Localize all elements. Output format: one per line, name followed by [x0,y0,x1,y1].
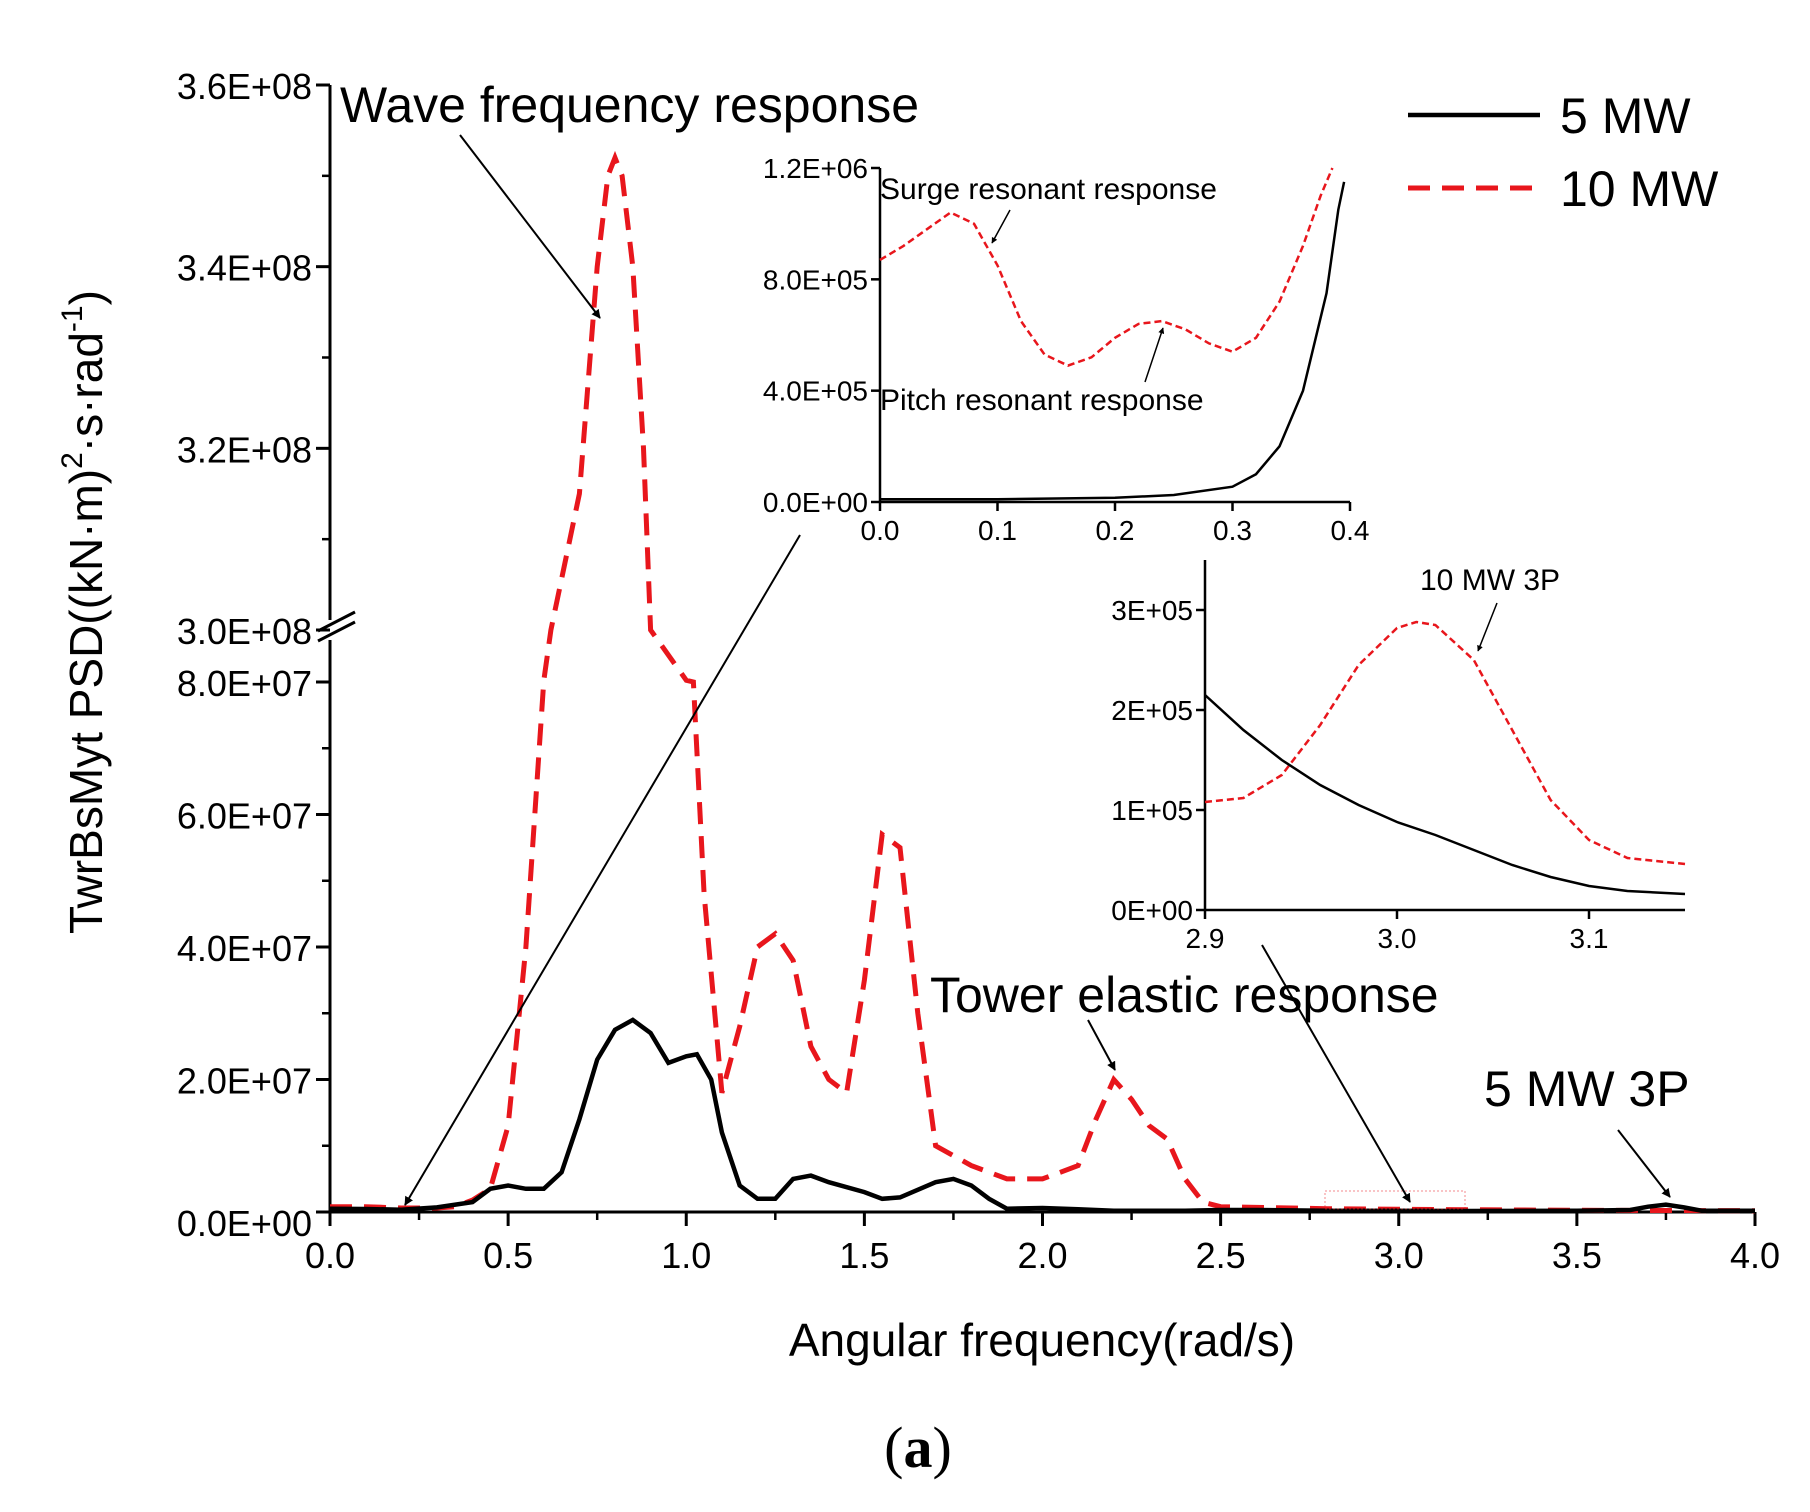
inset2-y-tick-label: 1E+05 [1111,795,1193,826]
main-y-tick-label: 6.0E+07 [177,796,312,837]
arrow-wave-frequency [459,134,601,319]
y-axis-title-sup1: 2 [56,452,89,469]
y-axis-title-sup2: -1 [56,305,89,332]
legend: 5 MW 10 MW [1408,88,1719,217]
annotation-wave-frequency: Wave frequency response [340,77,919,133]
main-x-tick-label: 2.0 [1017,1235,1067,1276]
inset2-y-tick-label: 3E+05 [1111,595,1193,626]
inset1-x-tick-label: 0.1 [978,515,1017,546]
axis-break-mark-1 [317,620,356,643]
y-axis-title-end: ) [60,290,112,305]
main-x-tick-label: 3.5 [1552,1235,1602,1276]
y-axis-title: TwrBsMyt PSD((kN·m)2·s·rad-1) [56,290,112,934]
annotation-surge-resonant: Surge resonant response [880,173,1217,206]
annotation-tower-elastic: Tower elastic response [930,967,1439,1023]
inset1-y-ticks: 0.0E+00 4.0E+05 8.0E+05 1.2E+06 [763,153,880,518]
main-y-tick-label: 0.0E+00 [177,1203,312,1244]
inset2-y-tick-label: 0E+00 [1111,895,1193,926]
main-y-tick-label: 8.0E+07 [177,663,312,704]
inset2-series-10mw-line [1204,620,1686,866]
main-y-tick-label: 3.2E+08 [177,429,312,470]
y-axis-title-main: TwrBsMyt PSD((kN·m) [60,469,112,934]
inset1-x-tick-label: 0.2 [1096,515,1135,546]
arrow-pitch-resonant [1144,327,1165,383]
inset1-x-tick-label: 0.3 [1213,515,1252,546]
main-x-ticks: 0.0 0.5 1.0 1.5 2.0 2.5 3.0 3.5 4.0 [305,1212,1780,1276]
figure-caption: (a) [884,1415,952,1480]
caption-close: ) [933,1415,952,1480]
main-x-tick-label: 1.0 [661,1235,711,1276]
inset2-series-5mw-line [1204,694,1686,896]
annotation-pitch-resonant: Pitch resonant response [880,384,1204,417]
inset2-x-tick-label: 3.0 [1378,923,1417,954]
inset2-x-tick-label: 2.9 [1186,923,1225,954]
inset1-series-10mw-line [879,167,1334,367]
inset1-x-tick-label: 0.0 [861,515,900,546]
inset1-background [880,168,1350,502]
main-y-tick-label: 2.0E+07 [177,1061,312,1102]
annotation-5mw-3p: 5 MW 3P [1484,1061,1690,1117]
main-y-tick-label: 3.4E+08 [177,248,312,289]
caption-letter: a [904,1415,933,1480]
caption-open: ( [884,1415,903,1480]
main-x-tick-label: 2.5 [1196,1235,1246,1276]
inset1-x-tick-label: 0.4 [1331,515,1370,546]
main-y-tick-label: 4.0E+07 [177,928,312,969]
legend-label-10mw: 10 MW [1560,161,1719,217]
inset1-x-ticks: 0.0 0.1 0.2 0.3 0.4 [861,502,1370,546]
series-10mw-line [330,150,1756,1214]
arrow-10mw-3p [1477,602,1498,652]
arrow-inset-3p [1261,944,1411,1203]
inset2-y-tick-label: 2E+05 [1111,695,1193,726]
inset-3p: 2.9 3.0 3.1 0E+00 1E+05 2E+05 3E+05 10 MW 3P [1111,560,1686,954]
inset2-background [1205,560,1685,910]
inset-low-frequency: 0.0 0.1 0.2 0.3 0.4 0.0E+00 4.0E+05 8.0E+05 1.2… [763,153,1370,546]
inset1-series-5mw-line [880,181,1346,501]
inset2-x-tick-label: 3.1 [1570,923,1609,954]
inset1-y-tick-label: 8.0E+05 [763,264,868,295]
main-x-tick-label: 1.5 [839,1235,889,1276]
main-x-tick-label: 0.5 [483,1235,533,1276]
arrow-inset-low-frequency [404,534,801,1206]
inset1-y-tick-label: 1.2E+06 [763,153,868,184]
arrow-5mw-3p [1617,1129,1671,1198]
x-axis-title: Angular frequency(rad/s) [789,1314,1295,1366]
main-x-tick-label: 3.0 [1374,1235,1424,1276]
inset2-x-ticks: 2.9 3.0 3.1 [1186,910,1609,954]
main-x-tick-label: 0.0 [305,1235,355,1276]
main-y-tick-label: 3.6E+08 [177,66,312,107]
inset1-y-tick-label: 4.0E+05 [763,376,868,407]
axis-break-mark-2 [317,610,356,633]
main-x-tick-label: 4.0 [1730,1235,1780,1276]
arrow-tower-elastic [1087,1019,1116,1071]
main-y-tick-label: 3.0E+08 [177,611,312,652]
series-5mw-line [329,1017,1755,1214]
main-y-ticks: 0.0E+00 2.0E+07 4.0E+07 6.0E+07 8.0E+07 3.0E+… [177,66,330,1244]
zoom-region-marker [1324,1190,1466,1210]
inset1-y-tick-label: 0.0E+00 [763,487,868,518]
annotation-10mw-3p: 10 MW 3P [1420,564,1560,597]
y-axis-title-mid: ·s·rad [60,332,112,452]
legend-label-5mw: 5 MW [1560,88,1691,144]
inset2-y-ticks: 0E+00 1E+05 2E+05 3E+05 [1111,595,1205,926]
arrow-surge-resonant [991,209,1011,244]
